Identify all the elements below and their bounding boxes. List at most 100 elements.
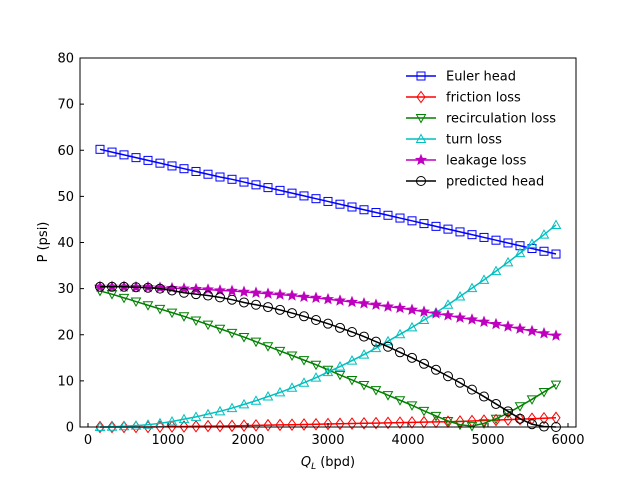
data-point-predicted-head bbox=[167, 285, 177, 296]
data-point-Euler-head bbox=[251, 180, 261, 190]
data-point-predicted-head bbox=[95, 281, 105, 292]
data-point-predicted-head bbox=[107, 281, 117, 292]
data-point-friction-loss bbox=[215, 419, 225, 433]
data-point-turn-loss bbox=[274, 386, 286, 397]
data-point-turn-loss bbox=[550, 219, 562, 229]
data-point-friction-loss bbox=[407, 416, 417, 429]
data-point-Euler-head bbox=[263, 183, 273, 193]
data-point-predicted-head bbox=[431, 364, 441, 375]
data-point-Euler-head bbox=[515, 241, 525, 251]
data-point-leakage-loss bbox=[261, 287, 275, 299]
data-point-Euler-head bbox=[191, 166, 201, 176]
series-layer bbox=[93, 144, 563, 434]
x-tick-label: 1000 bbox=[151, 433, 184, 448]
data-point-turn-loss bbox=[538, 229, 550, 239]
data-point-leakage-loss bbox=[441, 309, 455, 321]
data-point-friction-loss bbox=[323, 417, 333, 431]
data-point-Euler-head bbox=[95, 144, 105, 154]
data-point-turn-loss bbox=[190, 411, 202, 421]
data-point-Euler-head bbox=[311, 194, 321, 204]
data-point-recirculation-loss bbox=[454, 420, 466, 431]
y-axis-label: P (psi) bbox=[36, 222, 51, 263]
data-point-Euler-head bbox=[335, 199, 345, 209]
data-point-recirculation-loss bbox=[514, 402, 526, 412]
data-point-predicted-head bbox=[443, 371, 453, 382]
data-point-Euler-head bbox=[371, 208, 381, 218]
data-point-predicted-head bbox=[191, 289, 201, 300]
data-point-turn-loss bbox=[322, 366, 334, 377]
data-point-turn-loss bbox=[406, 321, 418, 332]
data-point-leakage-loss bbox=[405, 303, 419, 315]
legend-item-leakage-loss: leakage loss bbox=[406, 154, 527, 169]
data-point-turn-loss bbox=[478, 274, 490, 284]
data-point-recirculation-loss bbox=[418, 406, 430, 417]
data-point-recirculation-loss bbox=[406, 401, 418, 411]
data-point-Euler-head bbox=[203, 169, 213, 179]
plot-frame bbox=[79, 57, 577, 428]
data-point-predicted-head bbox=[467, 384, 477, 395]
data-point-recirculation-loss bbox=[538, 387, 550, 398]
x-axis-label-unit: (bpd) bbox=[316, 455, 355, 470]
data-point-predicted-head bbox=[503, 406, 513, 417]
data-point-friction-loss bbox=[395, 416, 405, 429]
data-point-turn-loss bbox=[142, 419, 154, 429]
data-point-turn-loss bbox=[526, 238, 538, 248]
data-point-recirculation-loss bbox=[346, 375, 358, 386]
data-point-leakage-loss bbox=[381, 300, 395, 312]
data-point-turn-loss bbox=[238, 398, 250, 409]
data-point-turn-loss bbox=[358, 349, 370, 359]
y-tick-label: 40 bbox=[57, 236, 74, 251]
data-point-predicted-head bbox=[155, 283, 165, 294]
data-point-Euler-head bbox=[419, 219, 429, 229]
y-tick-label: 80 bbox=[57, 52, 74, 67]
x-tick-label: 0 bbox=[84, 433, 92, 448]
data-point-predicted-head bbox=[455, 377, 465, 388]
data-point-leakage-loss bbox=[201, 283, 215, 295]
legend-swatch-marker bbox=[415, 133, 427, 143]
series-predicted-head bbox=[95, 281, 561, 432]
legend-label: predicted head bbox=[446, 175, 544, 190]
data-point-recirculation-loss bbox=[310, 360, 322, 371]
data-point-recirculation-loss bbox=[178, 312, 190, 322]
data-point-recirculation-loss bbox=[358, 381, 370, 391]
data-point-friction-loss bbox=[239, 419, 249, 432]
series-leakage-loss bbox=[93, 280, 563, 341]
x-axis-label-subscript: L bbox=[311, 462, 316, 472]
data-point-recirculation-loss bbox=[202, 320, 214, 331]
data-point-turn-loss bbox=[490, 265, 502, 276]
data-point-friction-loss bbox=[191, 419, 201, 433]
legend-item-predicted-head: predicted head bbox=[406, 175, 544, 190]
data-point-turn-loss bbox=[214, 405, 226, 416]
data-point-friction-loss bbox=[419, 415, 429, 429]
data-point-predicted-head bbox=[227, 294, 237, 305]
data-point-Euler-head bbox=[299, 191, 309, 201]
data-point-recirculation-loss bbox=[334, 370, 346, 381]
data-point-leakage-loss bbox=[273, 288, 287, 300]
data-point-turn-loss bbox=[502, 256, 514, 267]
legend-swatch-marker bbox=[416, 176, 426, 186]
data-point-predicted-head bbox=[275, 304, 285, 315]
legend-item-turn-loss: turn loss bbox=[406, 133, 502, 148]
data-point-predicted-head bbox=[311, 314, 321, 325]
legend-swatch-marker bbox=[416, 90, 426, 104]
data-point-recirculation-loss bbox=[238, 333, 250, 343]
data-point-leakage-loss bbox=[225, 284, 239, 297]
data-point-recirculation-loss bbox=[442, 417, 454, 427]
data-point-predicted-head bbox=[491, 398, 501, 409]
data-point-predicted-head bbox=[263, 302, 273, 313]
data-point-Euler-head bbox=[359, 205, 369, 215]
legend: Euler head friction loss recirculation los… bbox=[406, 70, 556, 190]
data-point-Euler-head bbox=[407, 216, 417, 226]
data-point-friction-loss bbox=[227, 419, 237, 433]
data-point-predicted-head bbox=[239, 297, 249, 308]
data-point-turn-loss bbox=[298, 377, 310, 387]
data-point-leakage-loss bbox=[465, 313, 479, 325]
data-point-turn-loss bbox=[202, 408, 214, 419]
data-point-recirculation-loss bbox=[250, 337, 262, 348]
data-point-Euler-head bbox=[455, 227, 465, 237]
data-point-friction-loss bbox=[95, 420, 105, 434]
data-point-friction-loss bbox=[335, 417, 345, 431]
data-point-leakage-loss bbox=[369, 298, 383, 310]
legend-swatch-marker bbox=[415, 114, 427, 124]
data-point-friction-loss bbox=[311, 417, 321, 431]
